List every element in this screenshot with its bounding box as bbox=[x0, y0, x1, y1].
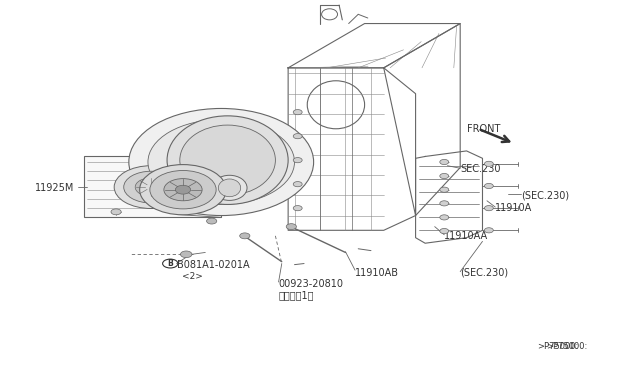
Circle shape bbox=[145, 184, 157, 190]
Circle shape bbox=[293, 134, 302, 139]
Circle shape bbox=[164, 179, 202, 201]
Circle shape bbox=[484, 183, 493, 189]
Circle shape bbox=[293, 158, 302, 163]
Circle shape bbox=[135, 178, 167, 196]
Circle shape bbox=[140, 164, 227, 215]
Text: 11925M: 11925M bbox=[35, 183, 75, 193]
Circle shape bbox=[148, 119, 294, 205]
Text: B: B bbox=[168, 259, 173, 268]
Ellipse shape bbox=[180, 125, 275, 195]
Circle shape bbox=[150, 170, 216, 209]
Circle shape bbox=[484, 228, 493, 233]
Text: リング（1）: リング（1） bbox=[278, 290, 314, 300]
Circle shape bbox=[286, 224, 296, 230]
Circle shape bbox=[440, 201, 449, 206]
Circle shape bbox=[180, 251, 192, 258]
Circle shape bbox=[207, 218, 217, 224]
Circle shape bbox=[293, 182, 302, 187]
Circle shape bbox=[484, 161, 493, 166]
Circle shape bbox=[114, 166, 188, 209]
Circle shape bbox=[124, 171, 179, 203]
Text: (SEC.230): (SEC.230) bbox=[460, 268, 508, 278]
Circle shape bbox=[440, 228, 449, 234]
Ellipse shape bbox=[218, 179, 241, 197]
Circle shape bbox=[111, 209, 121, 215]
Text: 11910AB: 11910AB bbox=[355, 268, 399, 278]
Text: B081A1-0201A: B081A1-0201A bbox=[177, 260, 249, 270]
Circle shape bbox=[293, 206, 302, 211]
Text: FRONT: FRONT bbox=[467, 124, 500, 134]
Bar bbox=[84, 157, 221, 217]
Text: <2>: <2> bbox=[182, 272, 203, 281]
Circle shape bbox=[440, 215, 449, 220]
Circle shape bbox=[240, 233, 250, 239]
Circle shape bbox=[175, 185, 191, 194]
Circle shape bbox=[440, 187, 449, 192]
Text: 11910AA: 11910AA bbox=[444, 231, 488, 241]
Circle shape bbox=[440, 173, 449, 179]
Circle shape bbox=[440, 160, 449, 164]
Text: SEC.230: SEC.230 bbox=[460, 164, 500, 174]
Circle shape bbox=[129, 109, 314, 215]
Ellipse shape bbox=[173, 176, 212, 203]
Ellipse shape bbox=[212, 175, 247, 201]
Text: 11910A: 11910A bbox=[495, 203, 532, 213]
Text: (SEC.230): (SEC.230) bbox=[521, 190, 569, 200]
Circle shape bbox=[293, 110, 302, 115]
Text: 11935M: 11935M bbox=[209, 157, 248, 167]
Text: 00923-20810: 00923-20810 bbox=[278, 279, 344, 289]
Text: >P75000:: >P75000: bbox=[537, 342, 578, 351]
Ellipse shape bbox=[167, 116, 288, 205]
Text: >P75000:: >P75000: bbox=[546, 342, 588, 351]
Circle shape bbox=[484, 206, 493, 211]
